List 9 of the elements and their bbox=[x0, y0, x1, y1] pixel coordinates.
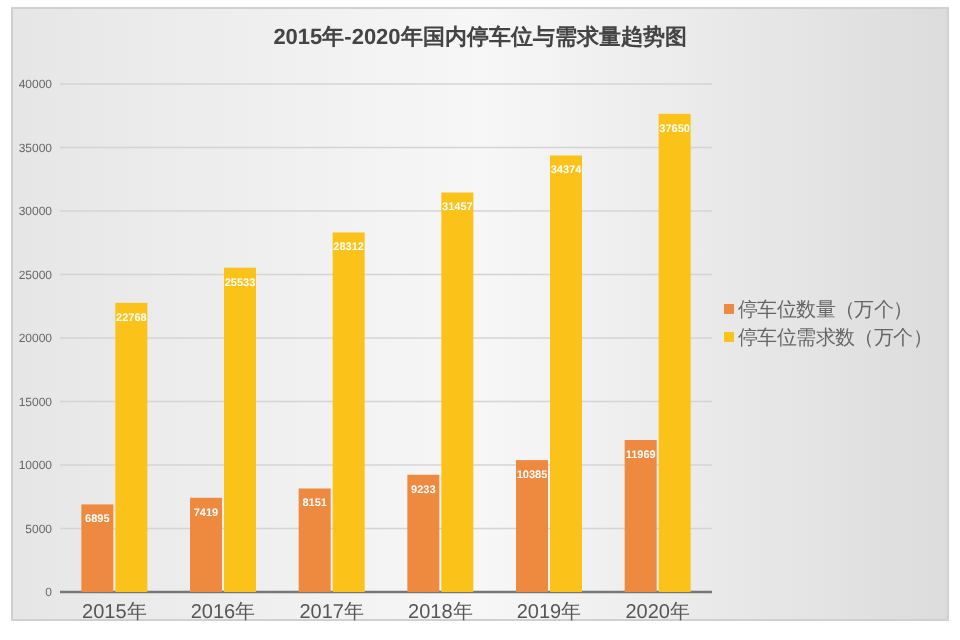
chart-title: 2015年-2020年国内停车位与需求量趋势图 bbox=[273, 24, 687, 50]
x-tick-label: 2018年 bbox=[408, 600, 473, 624]
x-tick-label: 2017年 bbox=[299, 600, 364, 624]
x-tick-label: 2020年 bbox=[625, 600, 690, 624]
legend-label: 停车位需求数（万个） bbox=[738, 326, 933, 350]
x-tick-label: 2015年 bbox=[82, 600, 147, 624]
x-tick-label: 2016年 bbox=[190, 600, 256, 624]
x-tick-label: 2019年 bbox=[516, 600, 582, 624]
legend-label: 停车位数量（万个） bbox=[738, 298, 913, 322]
